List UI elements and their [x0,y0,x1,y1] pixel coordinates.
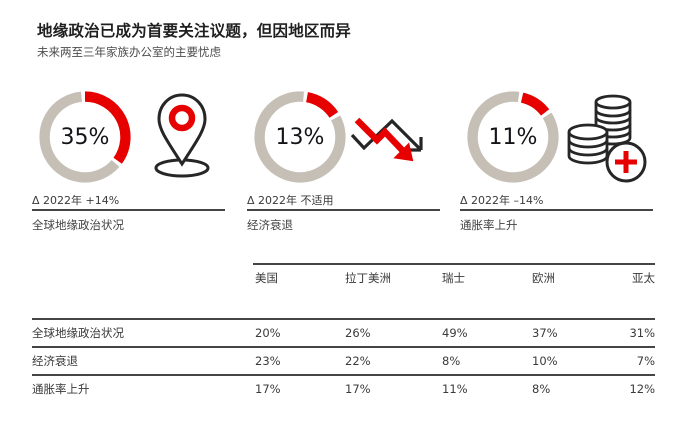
donut-chart-inflation [467,91,559,183]
empty-header-cell [32,270,255,318]
value-latam: 26% [345,326,371,340]
value-apac: 7% [636,354,655,368]
delta-label-recession: Δ 2022年 不适用 [247,194,334,207]
row-label: 通胀率上升 [32,382,90,396]
value-europe: 8% [532,382,551,396]
page-title: 地缘政治已成为首要关注议题，但因地区而异 [37,22,352,40]
divider-line [32,209,225,211]
downtrend-arrows-icon [350,117,423,162]
column-header-us: 美国 [255,271,278,285]
value-europe: 37% [532,326,558,340]
donut-value-inflation: 11% [488,124,538,150]
value-apac: 12% [629,382,655,396]
column-header-switzerland: 瑞士 [442,271,465,285]
table-header-line [253,263,655,265]
table-row-geopolitics: 全球地缘政治状况 20% 26% 49% 37% 31% [32,318,655,346]
donut-value-geopolitics: 35% [60,124,110,150]
gauge-recession: 13% Δ 2022年 不适用 经济衰退 [247,90,442,240]
row-label: 全球地缘政治状况 [32,326,124,340]
page-subtitle: 未来两至三年家族办公室的主要忧虑 [37,45,221,59]
column-header-europe: 欧洲 [532,271,555,285]
gauge-caption-geopolitics: 全球地缘政治状况 [32,218,124,232]
row-label: 经济衰退 [32,354,78,368]
value-switzerland: 49% [442,326,468,340]
gauge-inflation: 11% Δ 2022年 –14% 通胀率上升 [460,90,655,240]
divider-line [460,209,653,211]
value-us: 17% [255,382,281,396]
divider-line [247,209,440,211]
gauge-caption-recession: 经济衰退 [247,218,293,232]
value-apac: 31% [629,326,655,340]
gauge-geopolitics: 35% Δ 2022年 +14% 全球地缘政治状况 [32,90,227,240]
table-header-row: 美国 拉丁美洲 瑞士 欧洲 亚太 [32,263,655,318]
value-latam: 17% [345,382,371,396]
value-switzerland: 11% [442,382,468,396]
value-us: 20% [255,326,281,340]
table-row-recession: 经济衰退 23% 22% 8% 10% 7% [32,346,655,374]
value-latam: 22% [345,354,371,368]
column-header-latam: 拉丁美洲 [345,271,391,285]
donut-chart-geopolitics [39,91,131,183]
column-header-apac: 亚太 [632,271,655,285]
value-switzerland: 8% [442,354,461,368]
donut-value-recession: 13% [275,124,325,150]
donut-chart-recession [254,91,346,183]
value-us: 23% [255,354,281,368]
table-row-inflation: 通胀率上升 17% 17% 11% 8% 12% [32,374,655,402]
location-pin-icon [154,93,210,178]
value-europe: 10% [532,354,558,368]
coins-plus-icon [567,94,647,183]
delta-label-inflation: Δ 2022年 –14% [460,194,544,207]
delta-label-geopolitics: Δ 2022年 +14% [32,194,120,207]
regional-concerns-table: 美国 拉丁美洲 瑞士 欧洲 亚太 全球地缘政治状况 20% 26% 49% 37… [32,263,655,402]
gauge-caption-inflation: 通胀率上升 [460,218,518,232]
